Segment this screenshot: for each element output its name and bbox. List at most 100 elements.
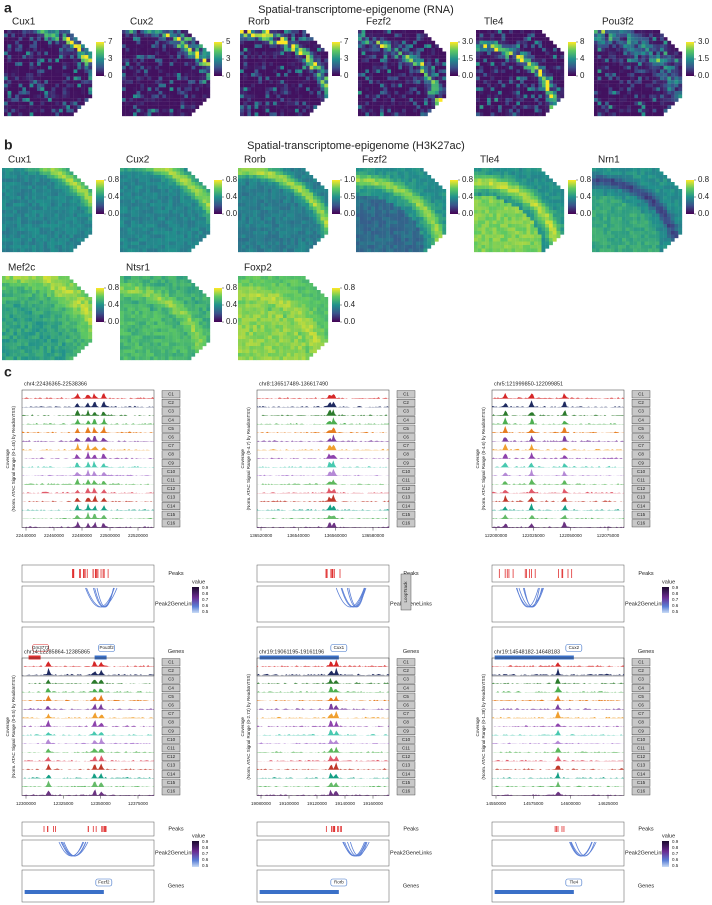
map-cell [241, 224, 246, 228]
map-cell [597, 108, 602, 113]
map-cell [605, 90, 609, 95]
map-cell [413, 65, 417, 70]
map-cell [33, 40, 38, 45]
map-cell [262, 44, 266, 49]
map-cell [413, 47, 417, 52]
map-cell [195, 87, 200, 92]
map-cell [652, 73, 657, 77]
map-cell [122, 69, 126, 74]
map-cell [498, 40, 502, 45]
map-cell [183, 248, 188, 253]
map-cell [358, 101, 362, 106]
map-cell [26, 37, 30, 41]
map-cell [268, 231, 272, 235]
map-cell [58, 178, 63, 183]
map-cell [15, 30, 19, 34]
map-cell [166, 37, 170, 41]
map-cell [176, 227, 181, 232]
map-cell [365, 101, 370, 106]
map-cell [271, 213, 276, 218]
map-cell [65, 199, 70, 204]
map-cell [313, 227, 317, 232]
map-cell [13, 189, 18, 193]
map-cell [476, 69, 480, 74]
map-cell [187, 238, 192, 242]
map-cell [545, 76, 550, 81]
map-cell [18, 33, 23, 38]
map-cell [258, 87, 263, 92]
map-cell [275, 206, 280, 211]
map-cell [356, 203, 360, 207]
map-cell [122, 76, 126, 81]
map-cell [243, 73, 248, 77]
map-cell [380, 83, 384, 88]
map-cell [180, 178, 184, 183]
map-cell [516, 105, 521, 109]
map-cell [198, 231, 203, 235]
map-cell [238, 248, 242, 253]
map-cell [241, 168, 246, 172]
map-cell [142, 245, 147, 249]
map-cell [512, 112, 517, 117]
panel-title: Spatial-transcriptome-epigenome (RNA) [258, 4, 454, 16]
map-cell [487, 30, 491, 34]
map-cell [202, 51, 207, 56]
map-cell [65, 189, 70, 193]
map-cell [144, 62, 148, 66]
map-cell [505, 40, 510, 45]
map-cell [22, 98, 27, 102]
map-cell [501, 47, 506, 52]
map-cell [48, 73, 52, 77]
map-cell [69, 217, 74, 221]
map-cell [542, 37, 546, 41]
map-cell [258, 90, 263, 95]
map-cell [258, 51, 263, 56]
map-cell [2, 192, 6, 197]
map-cell [172, 213, 177, 218]
map-cell [380, 55, 384, 59]
map-cell [269, 58, 274, 63]
map-cell [199, 94, 203, 99]
map-cell [151, 108, 156, 113]
map-cell [161, 234, 166, 239]
map-cell [298, 217, 302, 221]
map-cell [265, 33, 270, 38]
map-cell [173, 90, 178, 95]
map-cell [13, 245, 18, 249]
map-cell [645, 98, 650, 102]
map-cell [37, 58, 41, 63]
map-cell [483, 101, 488, 106]
map-cell [387, 90, 392, 95]
map-cell [147, 40, 152, 45]
map-cell [44, 40, 49, 45]
map-cell [295, 101, 299, 106]
map-cell [527, 62, 532, 66]
map-cell [509, 40, 513, 45]
map-cell [638, 112, 642, 117]
map-cell [520, 108, 524, 113]
map-cell [22, 69, 27, 74]
map-cell [238, 210, 242, 214]
map-cell [187, 245, 192, 249]
map-cell [623, 44, 628, 49]
map-cell [287, 37, 292, 41]
map-cell [183, 203, 188, 207]
map-cell [166, 30, 170, 34]
map-cell [131, 203, 136, 207]
map-cell [498, 112, 502, 117]
map-cell [73, 210, 78, 214]
map-cell [9, 192, 14, 197]
map-cell [601, 51, 606, 56]
map-cell [594, 62, 598, 66]
map-cell [5, 182, 10, 186]
map-cell [358, 58, 362, 63]
map-cell [73, 73, 78, 77]
map-cell [542, 90, 546, 95]
map-cell [279, 213, 284, 218]
map-cell [301, 189, 306, 193]
map-cell [545, 55, 550, 59]
map-cell [26, 33, 30, 38]
map-cell [494, 112, 499, 117]
map-cell [165, 220, 169, 225]
